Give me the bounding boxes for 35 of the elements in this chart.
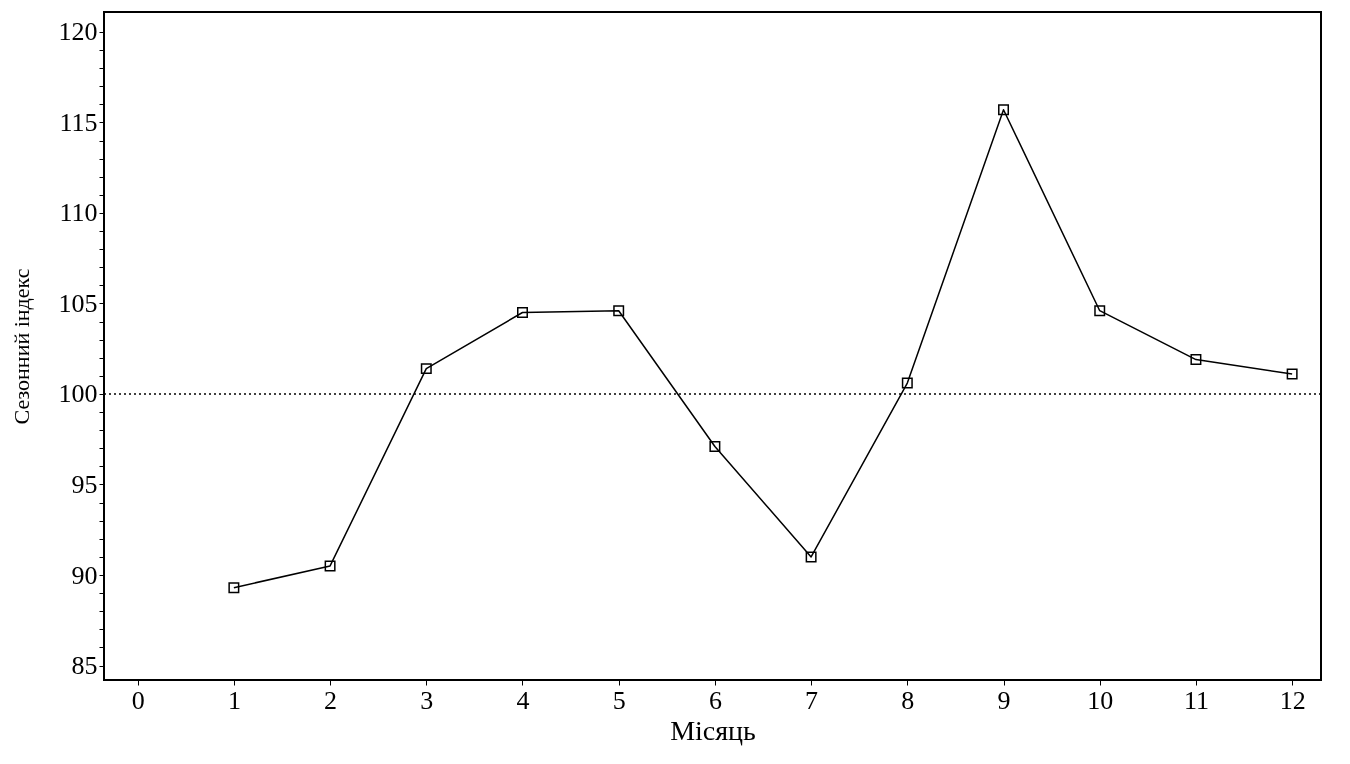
- x-tick-label: 9: [997, 685, 1011, 715]
- y-tick-label: 85: [71, 651, 98, 681]
- x-tick-label: 1: [227, 685, 241, 715]
- y-tick-label: 105: [58, 288, 98, 318]
- x-tick-label: 8: [901, 685, 915, 715]
- point: [1190, 354, 1202, 366]
- y-tick-label: 120: [58, 17, 98, 47]
- point: [901, 377, 913, 389]
- x-tick-label: 7: [805, 685, 819, 715]
- point: [517, 307, 528, 318]
- x-tick-label: 5: [612, 685, 626, 715]
- point: [709, 440, 721, 452]
- x-tick-label: 11: [1183, 685, 1209, 715]
- point: [613, 305, 625, 317]
- point: [1286, 368, 1298, 380]
- y-tick-label: 95: [71, 469, 98, 499]
- y-axis-title: Сезонний індекс: [8, 268, 34, 425]
- y-tick-label: 110: [59, 198, 98, 228]
- y-tick-label: 100: [58, 379, 98, 409]
- x-tick-label: 6: [708, 685, 722, 715]
- point: [998, 104, 1010, 116]
- point: [228, 582, 240, 594]
- y-tick-label: 115: [59, 107, 98, 137]
- x-tick-label: 2: [324, 685, 338, 715]
- x-tick-label: 4: [516, 685, 530, 715]
- point: [420, 363, 432, 375]
- point: [324, 560, 336, 572]
- y-tick-label: 90: [71, 560, 98, 590]
- x-axis-title: Місяць: [670, 714, 756, 746]
- x-tick-label: 12: [1279, 685, 1306, 715]
- x-tick-label: 3: [420, 685, 434, 715]
- x-tick-label: 10: [1087, 685, 1114, 715]
- x-tick-label: 0: [131, 685, 145, 715]
- point: [1094, 305, 1106, 317]
- point: [805, 551, 817, 563]
